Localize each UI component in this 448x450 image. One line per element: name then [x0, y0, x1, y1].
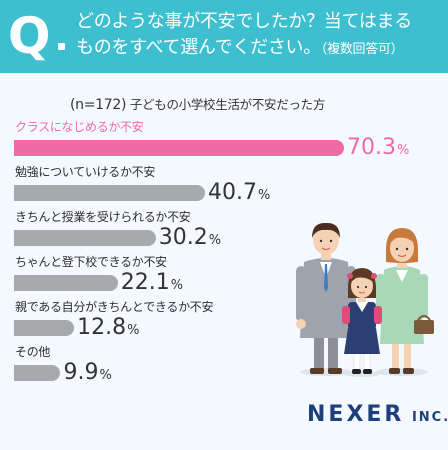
sample-description: (n=172) 子どもの小学校生活が不安だった方 [70, 94, 400, 113]
chart-area [0, 73, 448, 450]
value-number: 22.1 [120, 270, 170, 295]
value-unit: % [258, 188, 271, 203]
question-mark: Q [8, 7, 51, 65]
bar [14, 230, 156, 246]
question-line-1: どのような事が不安でしたか？当てはまる [76, 11, 412, 32]
value-number: 9.9 [63, 360, 99, 385]
value-number: 70.3 [347, 135, 396, 160]
value-number: 12.8 [77, 315, 127, 340]
question-text: どのような事が不安でしたか？当てはまる ものをすべて選んでください。（複数回答可… [76, 9, 446, 63]
question-note: （複数回答可） [320, 42, 404, 57]
question-line-2: ものをすべて選んでください。（複数回答可） [76, 35, 446, 63]
value-label: 40.7% [208, 182, 270, 204]
logo-sub-text: INC. [411, 410, 448, 425]
question-line-2-text: ものをすべて選んでください。 [76, 37, 321, 58]
father-figure [296, 222, 356, 376]
mother-figure [376, 228, 434, 376]
value-unit: % [170, 278, 184, 293]
category-label: きちんと授業を受けられるか不安 [15, 210, 191, 224]
category-label: その他 [15, 345, 51, 359]
value-number: 40.7 [208, 180, 258, 205]
bar [14, 320, 75, 336]
bar [14, 140, 344, 156]
value-label: 22.1% [121, 272, 183, 294]
sample-size: (n=172) [70, 97, 127, 113]
value-label: 9.9% [63, 362, 111, 384]
value-unit: % [99, 368, 112, 383]
company-logo: NEXER INC. [307, 404, 448, 426]
category-label: 親である自分がきちんとできるか不安 [15, 300, 214, 314]
child-figure [342, 268, 382, 377]
category-label: クラスになじめるか不安 [15, 120, 144, 134]
bar [14, 185, 206, 201]
logo-main-text: NEXER [307, 402, 405, 427]
bar [14, 365, 61, 381]
value-unit: % [127, 323, 140, 338]
bar [14, 275, 118, 291]
value-number: 30.2 [158, 225, 208, 250]
value-label: 30.2% [159, 227, 221, 249]
category-label: 勉強についていけるか不安 [15, 165, 156, 179]
question-header: Q どのような事が不安でしたか？当てはまる ものをすべて選んでください。（複数回… [0, 0, 448, 73]
value-label: 70.3% [347, 137, 409, 159]
sample-group: 子どもの小学校生活が不安だった方 [129, 97, 326, 112]
question-mark-dot [58, 43, 65, 50]
family-illustration [296, 222, 434, 377]
value-label: 12.8% [77, 317, 139, 339]
value-unit: % [208, 233, 222, 248]
category-label: ちゃんと登下校できるか不安 [15, 255, 167, 269]
value-unit: % [396, 143, 410, 158]
